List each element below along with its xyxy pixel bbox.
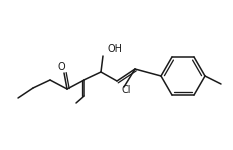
Text: Cl: Cl xyxy=(122,85,131,95)
Text: O: O xyxy=(57,62,65,72)
Text: OH: OH xyxy=(108,44,123,54)
